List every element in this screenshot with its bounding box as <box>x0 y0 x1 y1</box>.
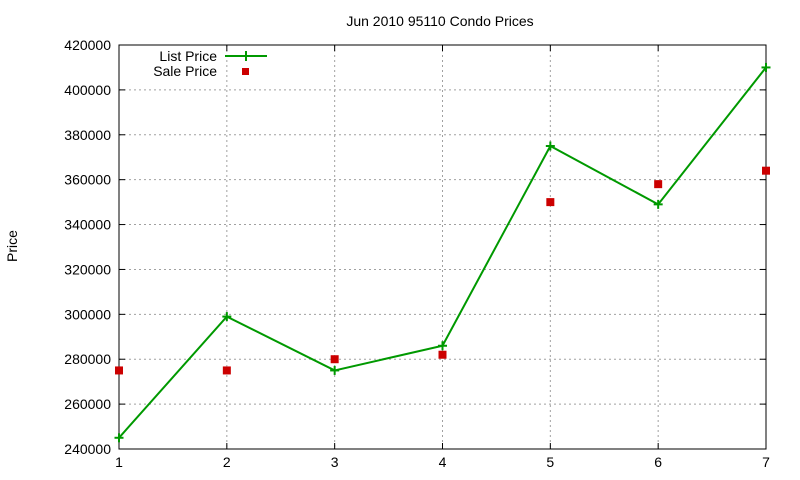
legend-marker-sale-price <box>242 68 249 75</box>
legend-label-sale-price: Sale Price <box>153 63 217 79</box>
y-tick-label: 360000 <box>64 172 111 188</box>
grid <box>119 45 766 449</box>
data-point-list-price <box>545 141 555 151</box>
x-tick-label: 2 <box>223 454 231 470</box>
y-tick-label: 320000 <box>64 261 111 277</box>
data-point-list-price <box>653 199 663 209</box>
data-point-sale-price <box>438 350 447 359</box>
legend: List Price Sale Price <box>153 48 267 79</box>
y-tick-label: 260000 <box>64 396 111 412</box>
data-point-sale-price <box>654 180 663 189</box>
data-point-list-price <box>114 433 124 443</box>
data-point-list-price <box>438 341 447 351</box>
x-tick-label: 7 <box>762 454 770 470</box>
y-tick-label: 300000 <box>64 306 111 322</box>
y-tick-label: 400000 <box>64 82 111 98</box>
axis-ticks: 240000 260000 280000 300000 320000 340000 3600… <box>64 37 770 470</box>
y-tick-label: 420000 <box>64 37 111 53</box>
x-tick-label: 4 <box>439 454 447 470</box>
data-point-sale-price <box>222 366 231 375</box>
y-tick-label: 380000 <box>64 127 111 143</box>
x-tick-label: 5 <box>546 454 554 470</box>
legend-label-list-price: List Price <box>159 48 217 64</box>
data-point-sale-price <box>546 198 555 207</box>
data-point-list-price <box>330 365 340 375</box>
series <box>114 62 771 443</box>
data-point-sale-price <box>115 366 123 375</box>
chart-title: Jun 2010 95110 Condo Prices <box>346 13 533 29</box>
x-tick-label: 6 <box>654 454 662 470</box>
series-line-list-price <box>118 66 767 439</box>
legend-marker-list-price <box>241 51 251 61</box>
y-tick-label: 240000 <box>64 441 111 457</box>
data-point-list-price <box>761 62 771 72</box>
y-axis-label: Price <box>4 230 20 262</box>
x-tick-label: 1 <box>115 454 123 470</box>
data-point-sale-price <box>762 166 770 175</box>
x-tick-label: 3 <box>331 454 339 470</box>
data-point-list-price <box>222 312 232 322</box>
data-point-sale-price <box>330 355 339 364</box>
y-tick-label: 340000 <box>64 217 111 233</box>
y-tick-label: 280000 <box>64 351 111 367</box>
